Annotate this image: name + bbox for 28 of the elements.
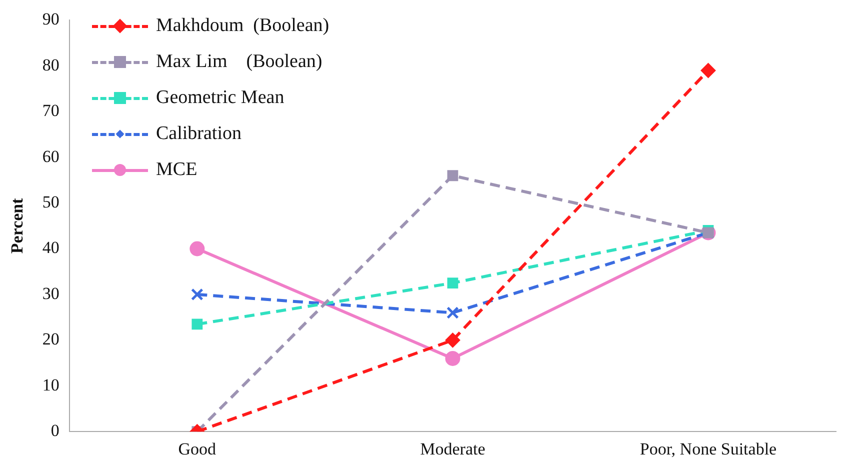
point <box>190 241 205 256</box>
legend-label: Makhdoum (Boolean) <box>156 15 330 37</box>
y-tick-label: 50 <box>42 192 60 212</box>
y-tick-label: 60 <box>42 146 60 166</box>
y-tick-label: 30 <box>42 284 60 303</box>
point <box>190 288 204 301</box>
x-tick-label: Poor, None Suitable <box>640 439 777 458</box>
x-tick-label: Good <box>178 439 217 458</box>
point <box>445 350 460 366</box>
y-tick-label: 70 <box>42 101 60 120</box>
point <box>192 318 203 330</box>
y-tick-label: 0 <box>50 421 60 440</box>
point <box>446 306 459 319</box>
point <box>700 62 716 78</box>
y-tick-label: 90 <box>42 10 60 29</box>
legend-label: MCE <box>156 159 198 181</box>
legend-label: Calibration <box>156 123 242 145</box>
point <box>447 278 458 288</box>
point <box>447 170 458 182</box>
x-tick-label: Moderate <box>420 439 486 458</box>
legend-label: Geometric Mean <box>156 87 284 109</box>
y-tick-label: 20 <box>42 330 60 349</box>
point <box>445 332 460 348</box>
legend-label: Max Lim (Boolean) <box>156 51 322 73</box>
y-tick-label: 10 <box>42 375 60 394</box>
y-tick-label: 40 <box>42 238 60 258</box>
y-tick-label: 80 <box>42 55 60 74</box>
y-axis-title: Percent <box>8 198 27 254</box>
